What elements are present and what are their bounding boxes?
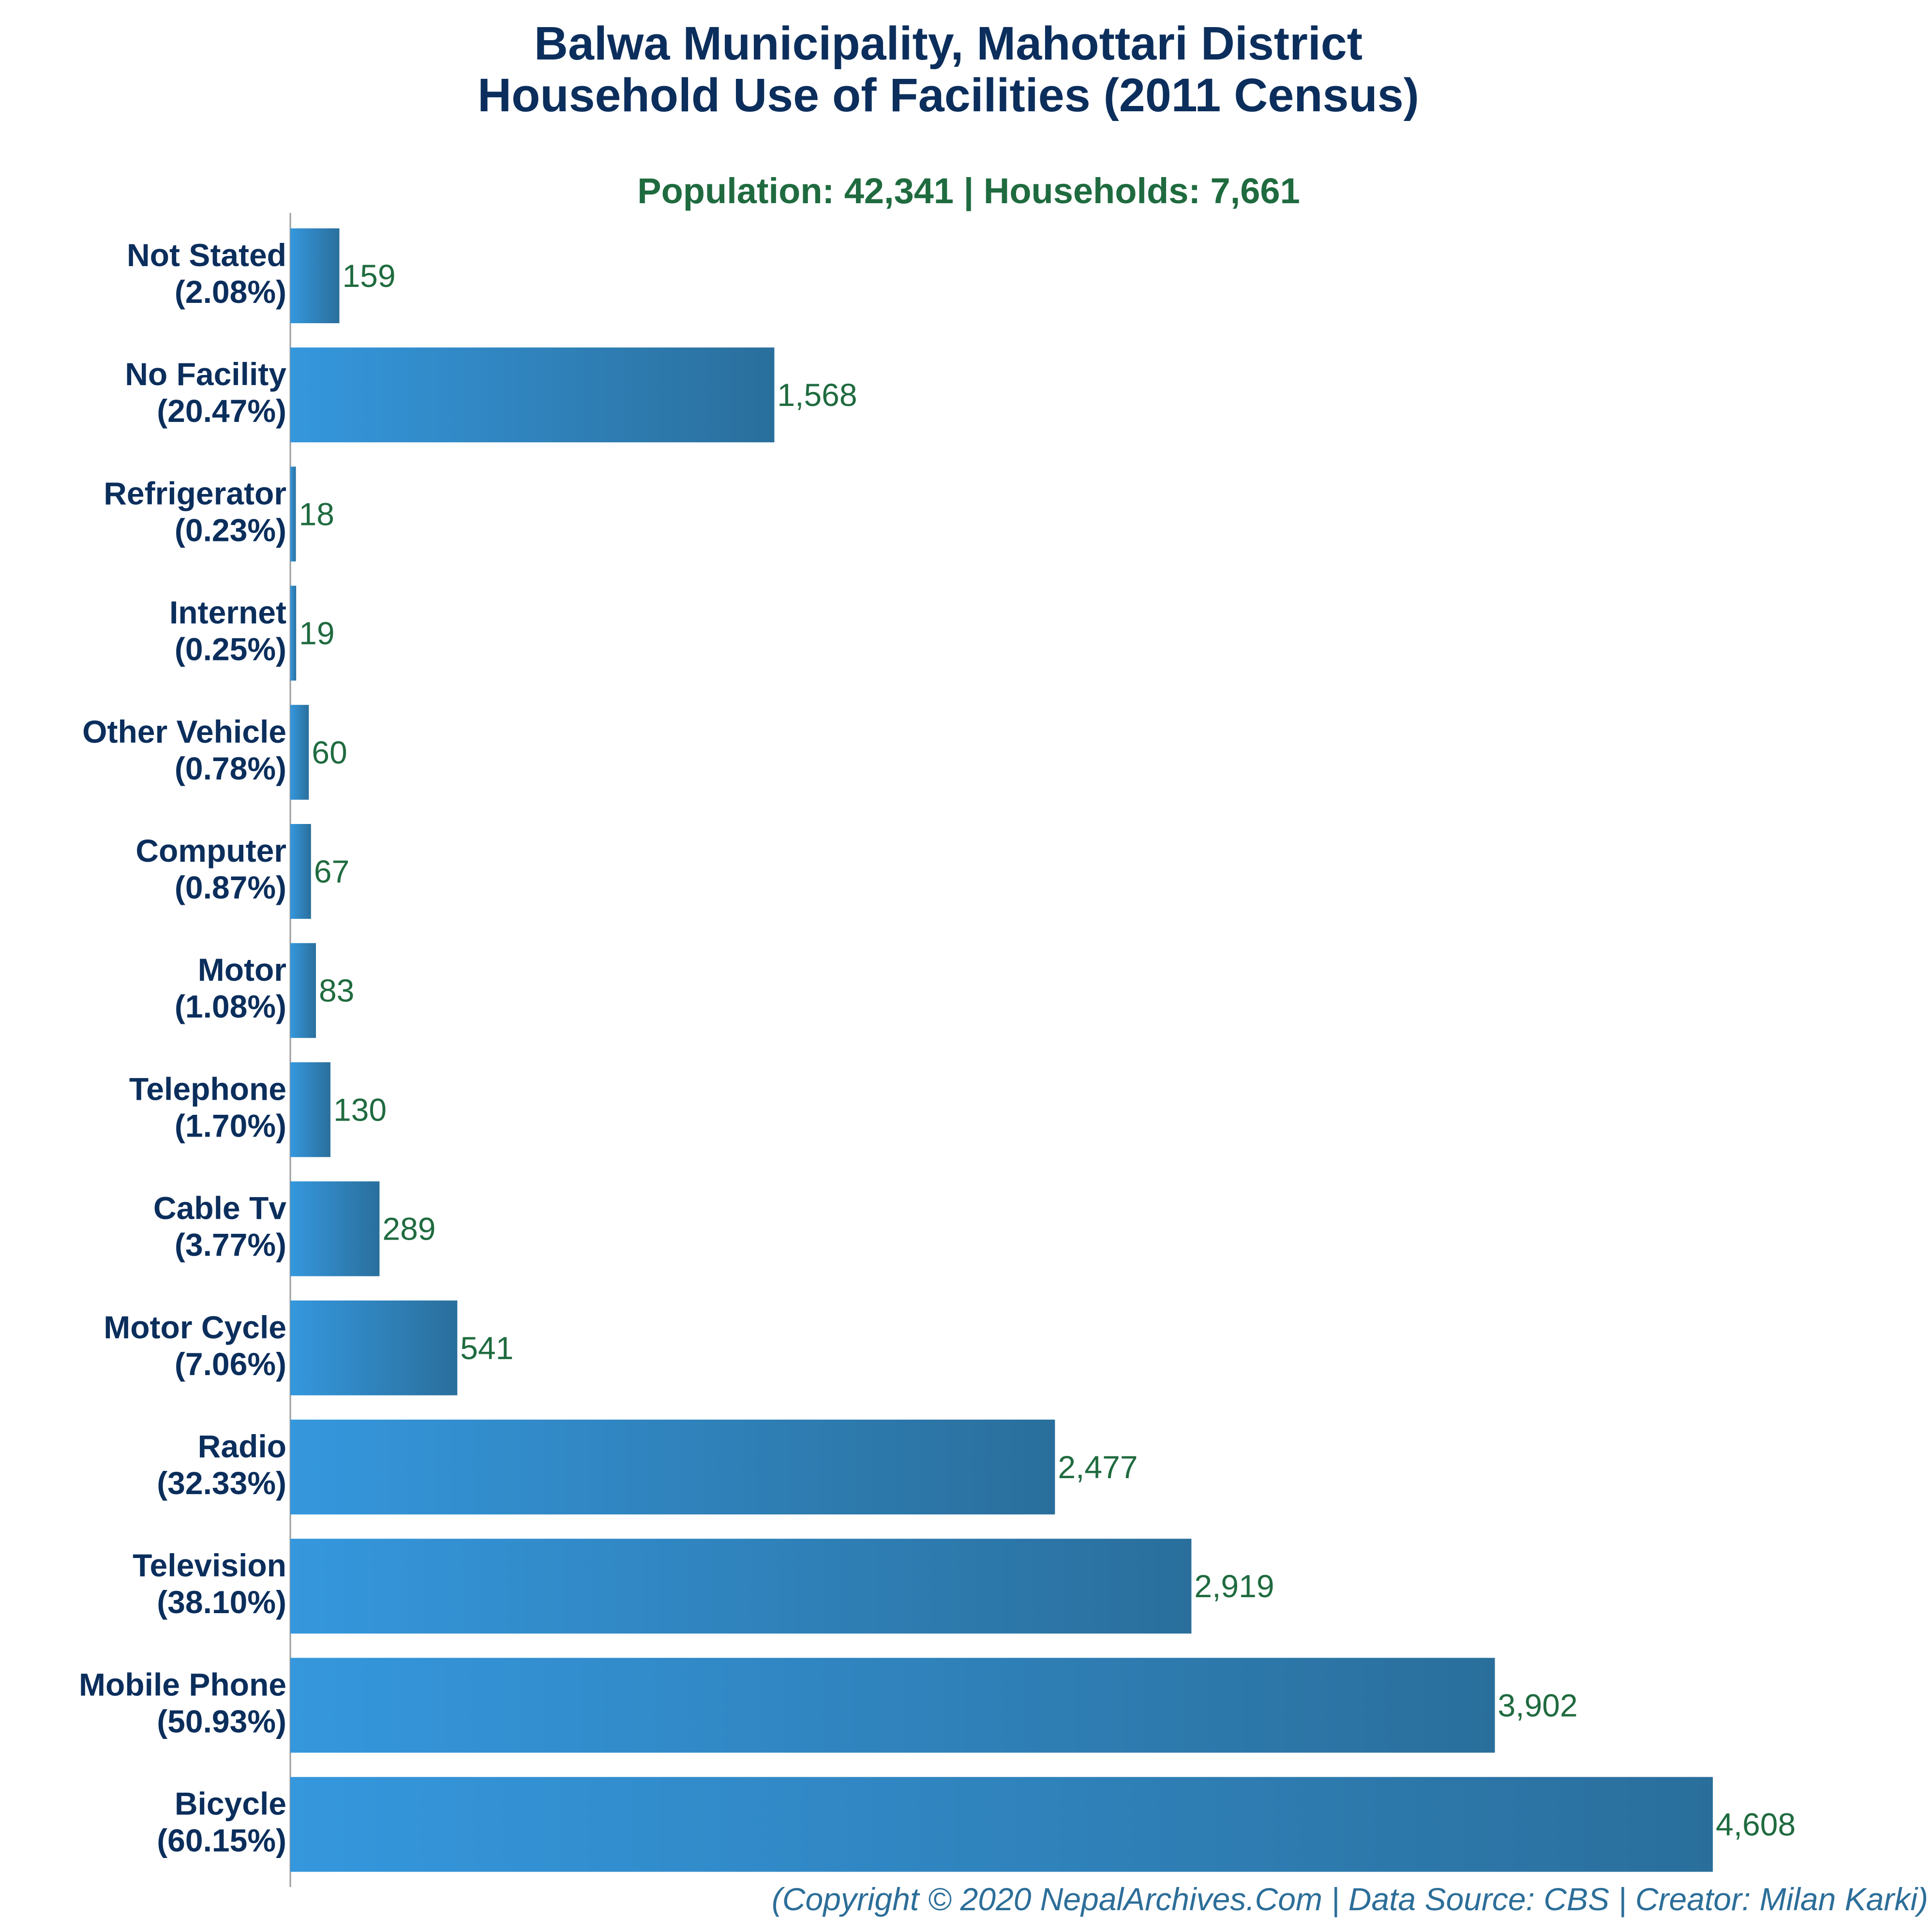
category-percent: (0.78%) xyxy=(175,750,286,786)
category-percent: (60.15%) xyxy=(157,1823,286,1858)
value-label: 1,568 xyxy=(777,377,857,413)
category-label: Motor xyxy=(198,952,286,988)
value-label: 83 xyxy=(319,973,354,1008)
category-label: Television xyxy=(133,1547,286,1583)
category-label: Bicycle xyxy=(175,1786,286,1822)
category-percent: (7.06%) xyxy=(175,1346,286,1382)
category-label: Radio xyxy=(198,1428,286,1464)
value-label: 2,919 xyxy=(1194,1568,1274,1604)
category-label: Not Stated xyxy=(127,237,286,273)
bar-internet xyxy=(290,585,297,681)
category-percent: (1.08%) xyxy=(175,988,286,1024)
bar-radio xyxy=(290,1420,1055,1514)
bar-no-facility xyxy=(290,347,775,443)
category-percent: (0.25%) xyxy=(175,631,286,667)
value-label: 4,608 xyxy=(1716,1807,1796,1842)
category-percent: (32.33%) xyxy=(157,1465,286,1501)
category-label: Mobile Phone xyxy=(79,1666,286,1702)
category-percent: (20.47%) xyxy=(157,393,286,429)
value-label: 19 xyxy=(299,615,334,651)
value-label: 541 xyxy=(460,1330,513,1366)
category-percent: (1.70%) xyxy=(175,1108,286,1143)
bars-group: 159 Not Stated(2.08%) 1,568 No Facility(20.… xyxy=(79,228,1796,1872)
bar-not-stated xyxy=(290,228,340,323)
category-label: Motor Cycle xyxy=(104,1309,286,1345)
value-label: 130 xyxy=(333,1092,387,1127)
bar-telephone xyxy=(290,1062,330,1157)
value-label: 2,477 xyxy=(1058,1449,1138,1485)
chart-subtitle: Population: 42,341 | Households: 7,661 xyxy=(637,171,1300,211)
category-label: Other Vehicle xyxy=(82,714,286,749)
bar-other-vehicle xyxy=(290,704,309,800)
category-label: Telephone xyxy=(129,1071,286,1107)
bar-cable-tv xyxy=(290,1181,380,1276)
bar-motor-cycle xyxy=(290,1300,458,1395)
bar-computer xyxy=(290,824,311,919)
bar-motor xyxy=(290,943,316,1038)
value-label: 67 xyxy=(314,854,349,889)
chart-footer: (Copyright © 2020 NepalArchives.Com | Da… xyxy=(772,1881,1928,1918)
bar-mobile-phone xyxy=(290,1658,1495,1753)
category-label: Internet xyxy=(169,595,286,630)
bar-bicycle xyxy=(290,1777,1713,1872)
category-percent: (38.10%) xyxy=(157,1584,286,1620)
chart-title-line2: Household Use of Facilities (2011 Census… xyxy=(478,69,1419,121)
value-label: 289 xyxy=(382,1211,435,1247)
category-percent: (0.87%) xyxy=(175,869,286,905)
value-label: 159 xyxy=(342,258,395,294)
category-label: Cable Tv xyxy=(153,1190,286,1226)
value-label: 18 xyxy=(299,496,334,532)
category-percent: (50.93%) xyxy=(157,1703,286,1739)
bar-television xyxy=(290,1539,1192,1634)
category-percent: (0.23%) xyxy=(175,512,286,548)
bar-refrigerator xyxy=(290,466,296,562)
value-label: 60 xyxy=(312,734,347,770)
category-label: Computer xyxy=(135,833,286,869)
value-label: 3,902 xyxy=(1498,1687,1578,1723)
chart-title-line1: Balwa Municipality, Mahottari District xyxy=(534,17,1363,70)
category-percent: (3.77%) xyxy=(175,1227,286,1263)
category-label: No Facility xyxy=(125,356,286,392)
category-label: Refrigerator xyxy=(104,475,286,511)
category-percent: (2.08%) xyxy=(175,274,286,310)
